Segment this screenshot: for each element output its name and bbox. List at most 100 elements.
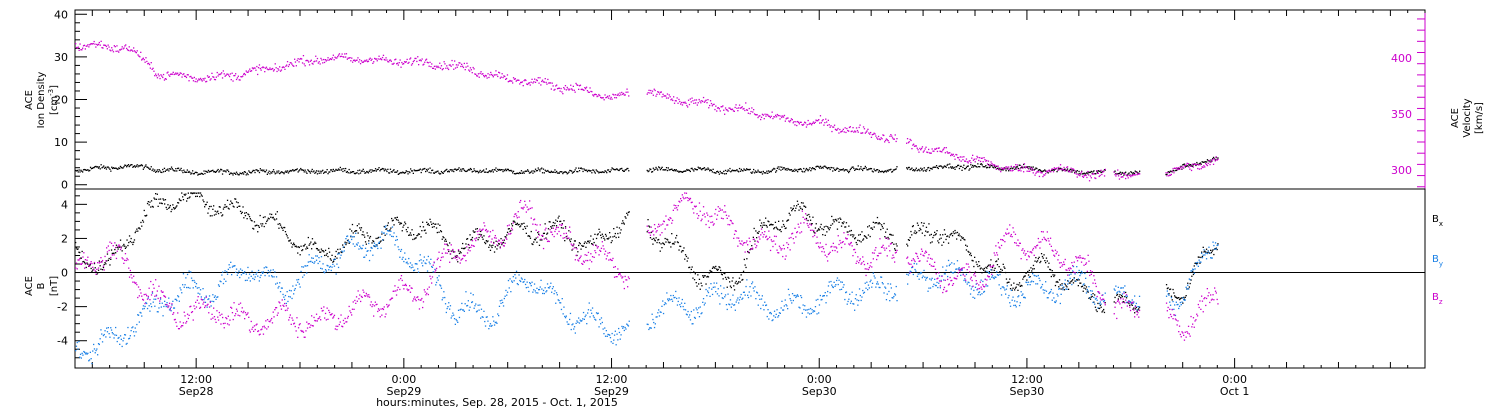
bx-point [586,242,588,244]
by-point [711,293,714,296]
bx-point [1180,297,1182,299]
by-point [148,305,150,307]
density-point [530,171,532,173]
density-point [911,167,913,169]
bx-point [1098,307,1100,309]
by-point [569,318,571,321]
density-point [401,172,403,174]
bx-point [686,260,688,262]
bx-point [852,236,854,238]
bx-point [500,238,502,240]
bx-point [524,226,526,228]
bx-point [95,271,97,273]
density-point [83,168,86,171]
velocity-point [349,57,351,59]
density-point [575,167,577,169]
by-point [78,340,80,343]
velocity-point [235,78,238,81]
bx-point [1005,278,1008,280]
by-point [370,247,372,249]
by-point [862,292,865,294]
bx-point [880,228,882,231]
bx-point [143,209,145,212]
bx-point [938,238,941,240]
bx-point [444,238,447,240]
by-point [163,305,165,308]
density-point [529,172,531,174]
bx-point [502,242,504,244]
bx-point [1093,301,1095,303]
by-point [81,352,83,354]
density-point [652,167,654,169]
by-point [599,318,601,321]
density-point [829,168,831,171]
density-point [731,170,733,172]
by-point [132,326,134,328]
velocity-point [215,76,217,78]
by-point [395,239,397,241]
bx-point [173,207,175,209]
velocity-point [654,89,656,92]
density-point [1096,171,1099,173]
bx-point [797,203,799,205]
by-point [462,309,465,311]
velocity-point [737,110,739,112]
bx-point [78,251,80,253]
density-point [140,164,142,166]
velocity-point [1044,174,1046,176]
bx-point [382,239,385,241]
density-point [227,169,229,171]
velocity-point [189,76,191,78]
by-point [813,310,816,312]
density-point [986,166,989,169]
density-tick-label: 20 [54,94,68,107]
velocity-point [447,68,450,71]
by-point [579,319,581,321]
bx-point [404,221,406,223]
by-point [676,297,678,300]
velocity-point [358,61,360,63]
density-point [92,167,94,169]
by-point [747,296,750,299]
velocity-point [458,62,460,64]
velocity-point [880,137,882,139]
by-point [208,295,211,297]
by-point [422,265,424,267]
bx-point [680,245,682,248]
by-point [705,288,707,291]
bx-point [1063,289,1066,291]
velocity-point [508,80,510,82]
bx-point [515,223,518,226]
by-point [162,315,164,317]
velocity-point [1035,172,1037,174]
density-point [979,166,981,168]
bx-point [496,248,498,250]
bx-point [148,204,150,206]
velocity-point [829,126,831,128]
density-point [309,172,312,174]
density-point [161,171,163,174]
velocity-point [341,53,343,55]
velocity-point [227,73,229,75]
velocity-point [695,102,697,104]
density-point [876,169,878,171]
bx-point [196,195,198,197]
by-point [504,295,506,297]
bx-point [838,221,840,223]
velocity-point [658,91,660,93]
bx-point [192,192,194,194]
bx-point [951,232,953,235]
velocity-point [1064,170,1066,172]
density-point [1028,168,1030,170]
density-point [284,171,286,173]
density-point [1135,171,1137,173]
velocity-point [245,70,247,72]
bx-point [418,233,421,235]
density-point [1091,172,1093,174]
bx-point [790,207,792,209]
density-point [1037,169,1040,171]
density-point [824,165,826,167]
bx-point [1100,306,1102,308]
density-point [344,170,346,172]
density-point [417,169,419,172]
